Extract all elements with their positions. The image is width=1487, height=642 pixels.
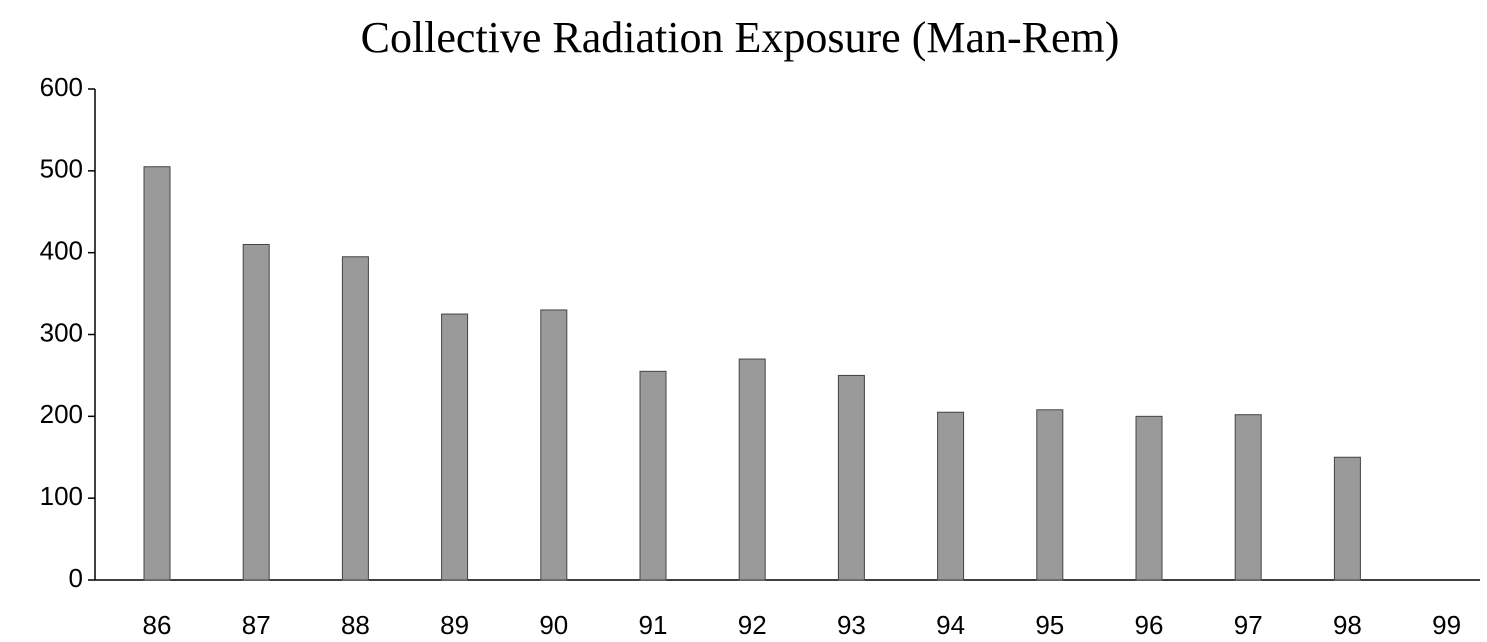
x-tick-label: 99	[1432, 610, 1461, 640]
chart-title: Collective Radiation Exposure (Man-Rem)	[361, 13, 1120, 62]
x-tick-label: 87	[242, 610, 271, 640]
bar	[1036, 409, 1064, 581]
bar	[1135, 415, 1163, 581]
y-tick-label: 200	[40, 399, 83, 429]
y-tick-label: 600	[40, 72, 83, 102]
x-tick-label: 96	[1135, 610, 1164, 640]
x-tick-label: 86	[143, 610, 172, 640]
x-tick-label: 97	[1234, 610, 1263, 640]
bar	[1234, 414, 1262, 581]
y-tick-label: 100	[40, 481, 83, 511]
x-tick-label: 94	[936, 610, 965, 640]
bar	[540, 309, 568, 581]
x-tick-label: 89	[440, 610, 469, 640]
x-tick-label: 88	[341, 610, 370, 640]
x-tick-label: 91	[639, 610, 668, 640]
x-tick-label: 92	[738, 610, 767, 640]
bar	[937, 411, 965, 581]
y-tick-label: 0	[69, 563, 83, 593]
x-tick-label: 93	[837, 610, 866, 640]
bar	[242, 243, 270, 581]
x-tick-label: 90	[539, 610, 568, 640]
x-tick-label: 95	[1035, 610, 1064, 640]
y-tick-label: 400	[40, 236, 83, 266]
bar	[143, 166, 171, 581]
bar	[1333, 456, 1361, 581]
bar	[837, 374, 865, 581]
y-tick-label: 500	[40, 154, 83, 184]
bar	[738, 358, 766, 581]
bar	[341, 256, 369, 581]
bar	[441, 313, 469, 581]
bar	[639, 370, 667, 581]
x-tick-label: 98	[1333, 610, 1362, 640]
y-tick-label: 300	[40, 317, 83, 347]
